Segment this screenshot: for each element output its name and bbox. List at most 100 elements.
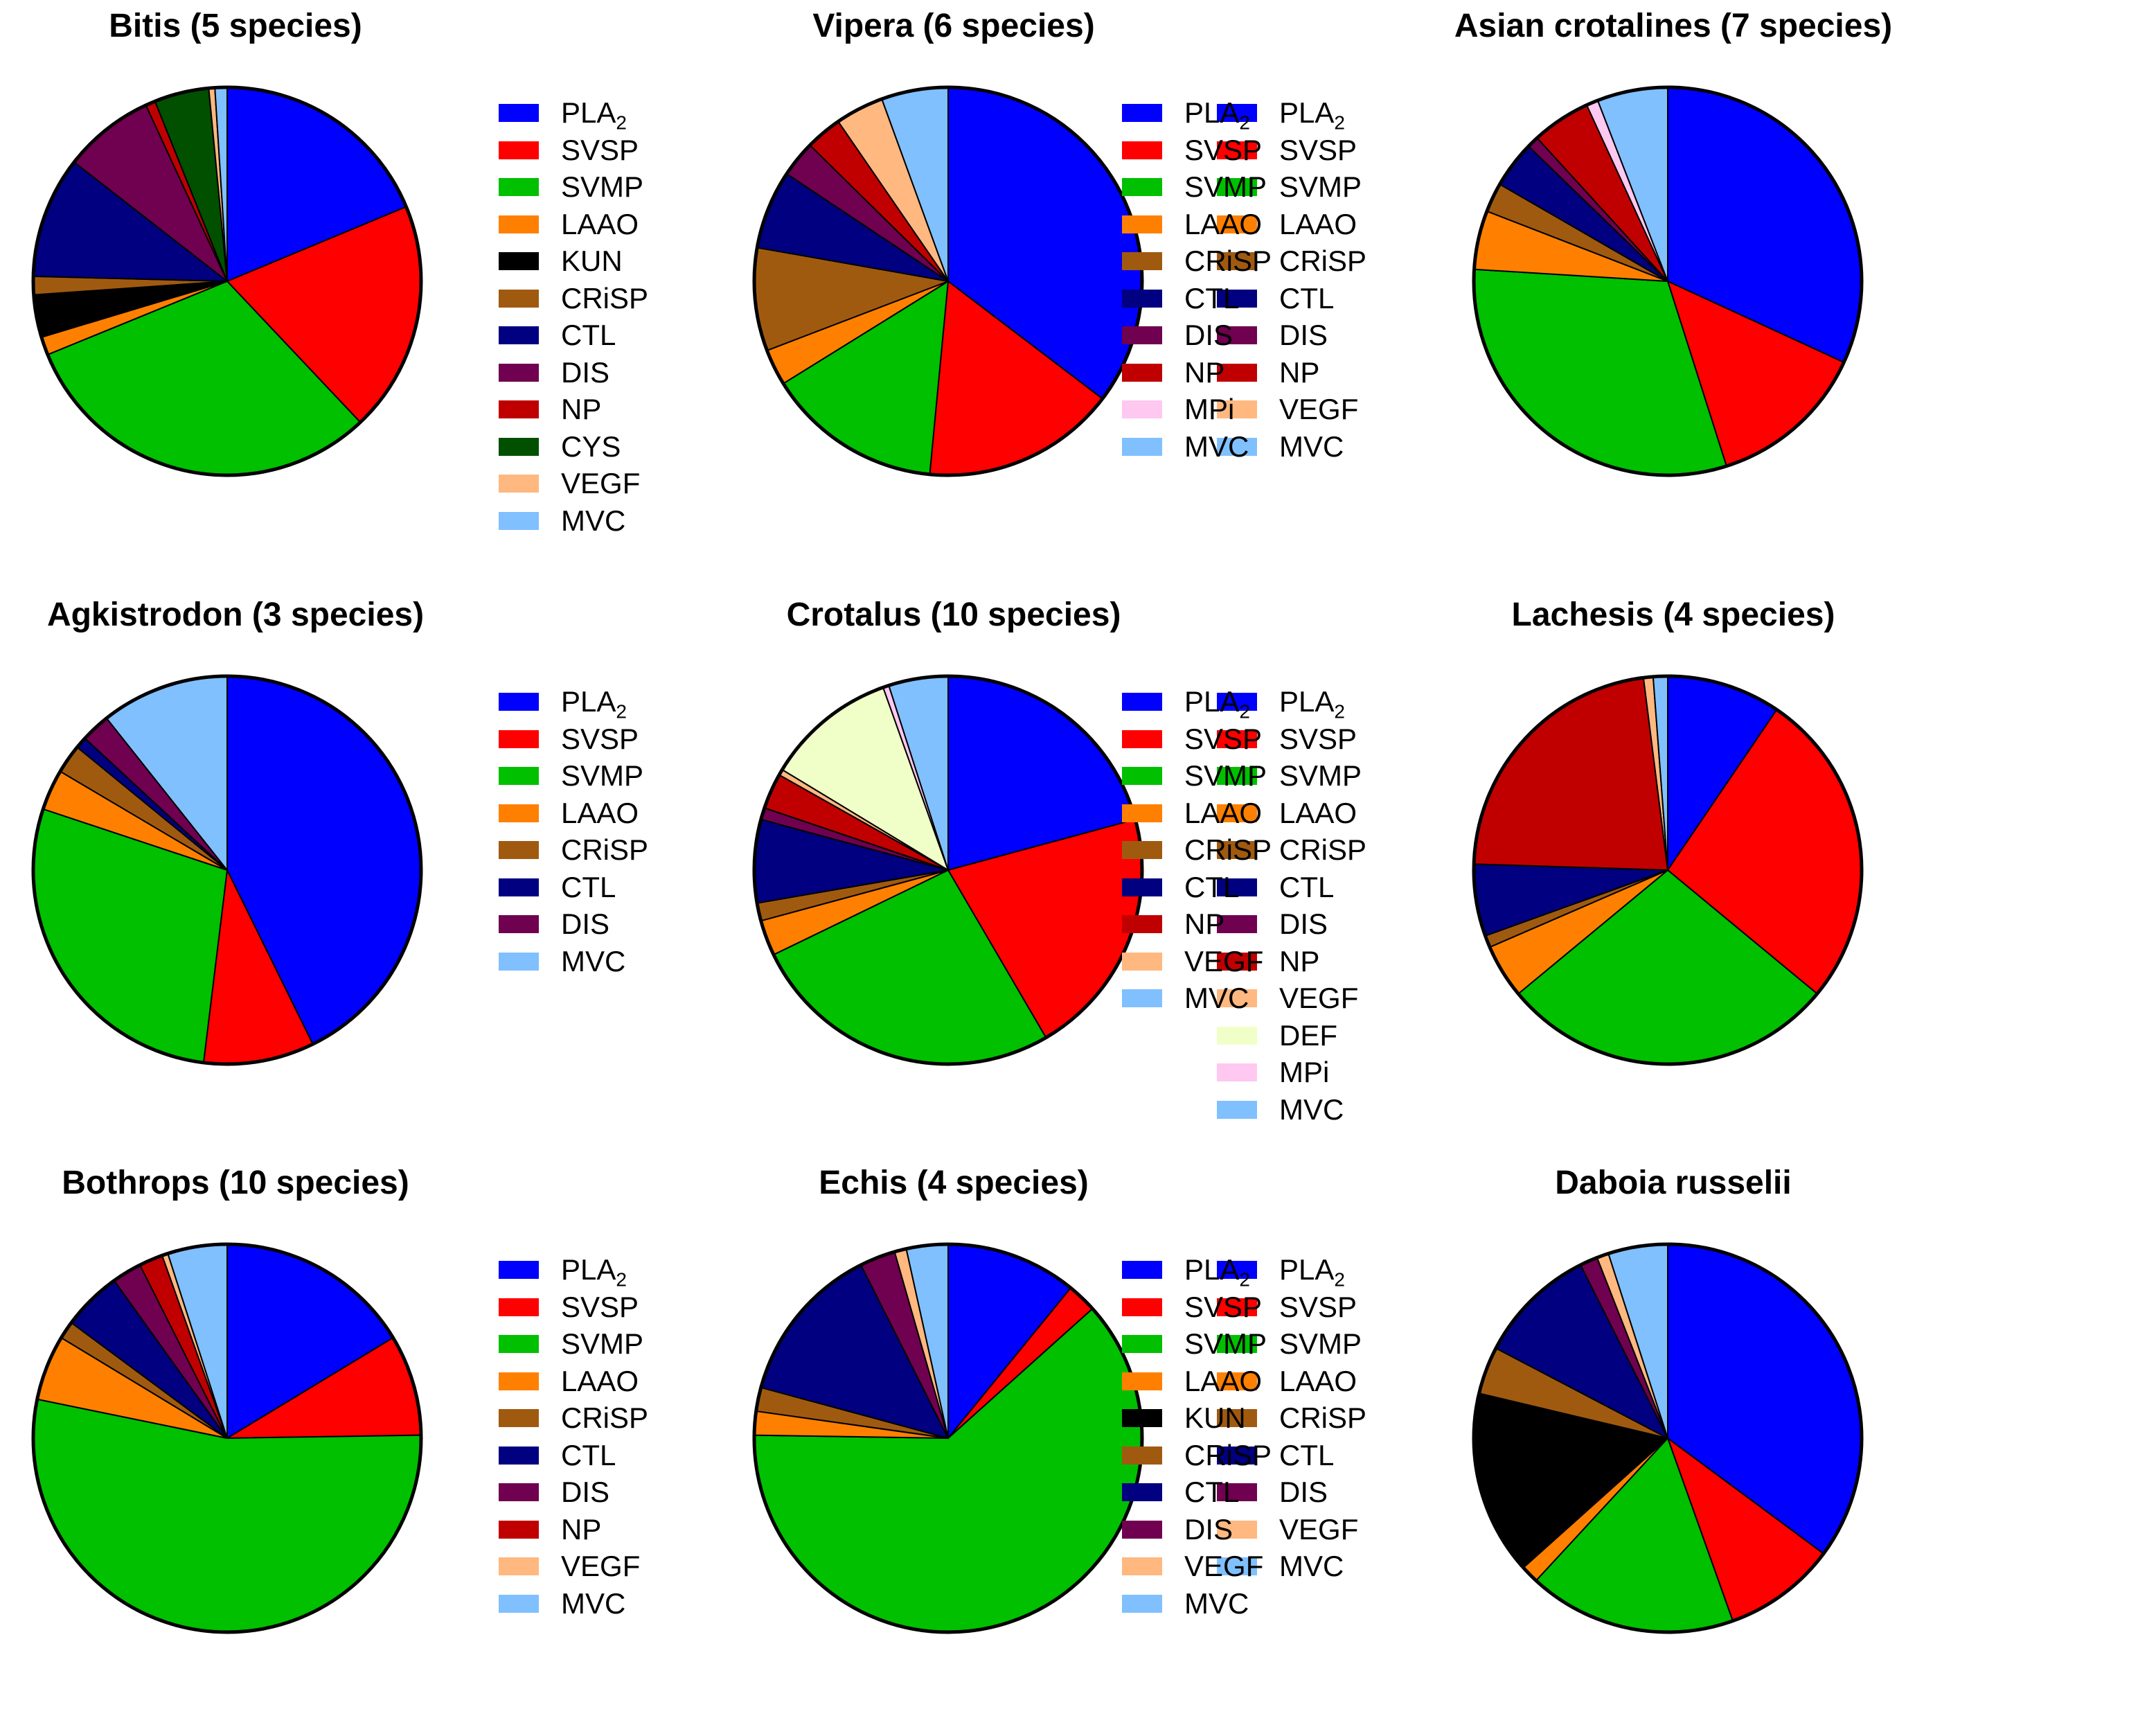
pie-outline: [1472, 674, 1864, 1066]
chart-title: Bothrops (10 species): [62, 1165, 409, 1201]
legend-swatch: [499, 1335, 539, 1353]
legend-label: PLA2: [561, 685, 627, 723]
legend-label: MVC: [561, 1586, 626, 1620]
legend-swatch: [1217, 1335, 1257, 1353]
legend-label: MPi: [1184, 393, 1235, 425]
legend-label: LAAO: [1184, 207, 1263, 240]
legend-label: SVMP: [561, 170, 644, 203]
legend-label: SVMP: [561, 1327, 644, 1360]
legend-swatch: [1217, 1483, 1257, 1501]
legend-label: CRiSP: [1279, 833, 1367, 866]
pie-outline: [752, 1242, 1144, 1634]
legend-swatch: [499, 1520, 539, 1539]
legend-label: LAAO: [1279, 207, 1357, 240]
legend-label: PLA2: [1279, 685, 1345, 723]
legend-label: DIS: [1184, 319, 1233, 351]
legend-label: CRiSP: [561, 833, 649, 866]
pie-outline: [31, 674, 423, 1066]
legend-label: SVSP: [1279, 1290, 1357, 1323]
legend-swatch: [1217, 178, 1257, 196]
legend-swatch: [1122, 915, 1162, 933]
legend-swatch: [1217, 915, 1257, 933]
legend-swatch: [499, 915, 539, 933]
chart-title: Agkistrodon (3 species): [46, 596, 425, 633]
legend-label: CRiSP: [561, 281, 649, 315]
legend-swatch: [1122, 289, 1162, 308]
legend-label: CTL: [1184, 870, 1240, 903]
legend-swatch: [1217, 1446, 1257, 1465]
legend-label: SVMP: [1279, 759, 1362, 792]
pie-chart: [1472, 674, 1864, 1066]
legend-label: CRiSP: [1279, 245, 1367, 277]
pie-panel-echis-4-species: Echis (4 species) PLA2 SVSP SVMP LAAO CRiSP CT…: [718, 1157, 1436, 1725]
legend-label: LAAO: [1279, 796, 1357, 829]
legend-label: KUN: [1184, 1401, 1246, 1434]
legend-swatch: [1122, 363, 1162, 382]
legend-swatch: [499, 804, 539, 822]
legend-label: VEGF: [1184, 1550, 1264, 1582]
legend-swatch: [1217, 400, 1257, 418]
legend-label: MVC: [1184, 1586, 1249, 1620]
legend-swatch: [1122, 1261, 1162, 1279]
legend-label: CRiSP: [561, 1401, 649, 1434]
legend-swatch: [1122, 841, 1162, 859]
pie-chart: [31, 85, 423, 477]
legend-label: SVMP: [1184, 759, 1267, 792]
legend-swatch: [499, 475, 539, 493]
legend-label: NP: [561, 393, 602, 425]
legend-swatch: [1217, 841, 1257, 859]
legend-swatch: [1122, 693, 1162, 711]
legend-label: MVC: [561, 944, 626, 977]
legend-label: MVC: [561, 504, 626, 537]
legend-label: SVSP: [1184, 133, 1263, 166]
legend-label: SVMP: [1184, 170, 1267, 203]
legend-swatch: [1122, 1372, 1162, 1390]
legend-label: DIS: [561, 908, 610, 940]
legend-label: MPi: [1279, 1056, 1330, 1088]
legend-label: SVSP: [1184, 1290, 1263, 1323]
pie-outline: [1472, 85, 1864, 477]
legend-label: CYS: [561, 430, 621, 463]
legend-label: MVC: [1184, 982, 1249, 1014]
legend-label: CTL: [1279, 870, 1335, 903]
pie-outline: [752, 85, 1144, 477]
legend-swatch: [1217, 729, 1257, 748]
chart-title: Bitis (5 species): [109, 8, 362, 44]
legend-swatch: [1122, 804, 1162, 822]
legend-label: MVC: [1279, 430, 1344, 463]
legend-swatch: [499, 693, 539, 711]
legend-label: LAAO: [1279, 1364, 1357, 1397]
legend-swatch: [1217, 363, 1257, 382]
legend-label: SVSP: [1279, 133, 1357, 166]
legend-swatch: [499, 437, 539, 456]
legend-swatch: [499, 1594, 539, 1613]
legend-label: DEF: [1279, 1018, 1337, 1052]
legend-swatch: [1217, 289, 1257, 308]
legend-swatch: [499, 1446, 539, 1465]
legend-swatch: [1122, 878, 1162, 896]
legend-swatch: [499, 1557, 539, 1575]
legend-swatch: [1217, 878, 1257, 896]
legend-swatch: [499, 178, 539, 196]
pie-slice-np: [1473, 677, 1668, 871]
legend-swatch: [499, 400, 539, 418]
pie-chart: [1472, 85, 1864, 477]
pie-chart: [31, 674, 423, 1066]
legend-label: DIS: [561, 1476, 610, 1508]
legend-label: CRiSP: [1184, 833, 1272, 866]
legend-swatch: [1122, 215, 1162, 233]
legend-label: NP: [1184, 908, 1225, 940]
legend-swatch: [1217, 1100, 1257, 1119]
figure: Bitis (5 species) PLA2 SVSP SVMP LAAO KUN CRiS…: [31, 8, 1892, 1634]
legend-swatch: [1217, 326, 1257, 344]
legend-label: CRiSP: [1184, 1438, 1272, 1471]
legend-label: CTL: [1184, 1476, 1240, 1508]
legend-label: NP: [1279, 944, 1320, 977]
legend-swatch: [499, 1483, 539, 1501]
legend-label: SVMP: [1184, 1327, 1267, 1360]
legend-label: LAAO: [1184, 796, 1263, 829]
legend-swatch: [1217, 1557, 1257, 1575]
legend-swatch: [1217, 1026, 1257, 1045]
legend-swatch: [499, 215, 539, 233]
legend-label: DIS: [1279, 1476, 1328, 1508]
